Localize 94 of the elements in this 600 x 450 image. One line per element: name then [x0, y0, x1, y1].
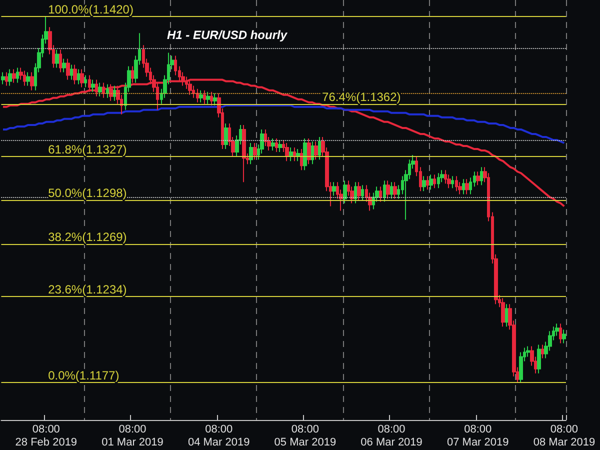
- candlestick: [26, 72, 30, 86]
- candlestick: [447, 174, 451, 189]
- candlestick: [311, 141, 314, 165]
- candlestick: [357, 182, 361, 201]
- candlestick: [249, 142, 253, 165]
- candlestick: [559, 323, 562, 344]
- ref-line-label: 100.0%(1.1420): [48, 2, 134, 17]
- candlestick: [80, 68, 84, 88]
- candlestick: [332, 182, 336, 196]
- candlestick: [537, 344, 541, 374]
- ref-line-label: 38.2%(1.1269): [48, 230, 127, 244]
- candlestick: [343, 180, 347, 204]
- candlestick: [519, 352, 523, 383]
- candlestick: [393, 182, 397, 200]
- candlestick: [555, 323, 559, 336]
- candlestick: [70, 64, 73, 80]
- candlestick: [476, 171, 480, 186]
- candlestick: [386, 180, 390, 200]
- candlestick: [285, 142, 289, 162]
- x-tick-label: 08:00 05 Mar 2019: [274, 424, 336, 448]
- candlestick: [203, 90, 206, 104]
- ref-line-label: 0.0%(1.1177): [48, 368, 120, 382]
- candlestick: [199, 90, 203, 103]
- candlestick: [12, 68, 16, 84]
- candlestick: [102, 82, 105, 98]
- candlestick: [433, 174, 436, 189]
- candlestick: [91, 79, 95, 92]
- candlestick: [77, 68, 80, 85]
- candlestick: [242, 124, 246, 183]
- candlestick: [8, 68, 12, 86]
- ref-line-label: 23.6%(1.1234): [48, 282, 127, 297]
- candlestick: [30, 72, 34, 91]
- ref-line-label: 76.4%(1.1362): [322, 90, 401, 104]
- candlestick: [429, 174, 433, 190]
- candlestick: [480, 166, 483, 186]
- candlestick: [526, 346, 530, 358]
- candlestick: [5, 72, 8, 86]
- candlestick: [16, 67, 19, 84]
- x-tick-label: 08:00 04 Mar 2019: [188, 424, 250, 448]
- text: H1 - EUR/USD hourly: [167, 28, 288, 42]
- candlestick: [106, 84, 109, 98]
- candlestick: [390, 182, 393, 200]
- candlestick: [213, 92, 217, 106]
- ref-line-label: 61.8%(1.1327): [48, 142, 127, 157]
- candlestick: [379, 186, 382, 202]
- candlestick: [444, 170, 447, 184]
- candlestick: [562, 329, 566, 344]
- candlestick: [465, 178, 469, 195]
- x-tick-label: 08:00 28 Feb 2019: [15, 424, 78, 448]
- candlestick: [505, 304, 508, 328]
- candlestick: [253, 142, 257, 160]
- candlestick: [303, 138, 307, 171]
- candlestick: [501, 298, 505, 328]
- x-tick-label: 08:00 06 Mar 2019: [360, 424, 422, 448]
- candlestick: [451, 176, 454, 189]
- candlestick: [462, 178, 465, 195]
- candlestick: [224, 122, 228, 150]
- candlestick: [1, 72, 5, 85]
- candlestick: [354, 182, 357, 204]
- candlestick: [296, 148, 300, 162]
- candlestick: [422, 176, 426, 192]
- candlestick: [113, 85, 116, 102]
- candlestick: [300, 148, 303, 171]
- candlestick: [66, 58, 70, 80]
- candlestick: [455, 176, 458, 192]
- candlestick: [84, 74, 87, 88]
- candlestick: [62, 58, 66, 73]
- candlestick: [314, 141, 318, 160]
- x-tick-label: 08:00 07 Mar 2019: [446, 424, 509, 448]
- candlestick: [73, 64, 77, 85]
- candlestick: [383, 180, 386, 202]
- candlestick: [426, 176, 429, 190]
- x-tick-label: 08:00 08 Mar 2019: [533, 424, 596, 448]
- candlestick: [23, 70, 26, 86]
- candlestick: [98, 82, 102, 97]
- candlestick: [109, 84, 113, 102]
- candlestick: [55, 49, 59, 68]
- candlestick: [206, 91, 210, 104]
- candlestick: [59, 49, 62, 73]
- candlestick: [278, 140, 282, 153]
- ref-line-label: 50.0%(1.1298): [48, 186, 127, 200]
- x-tick-label: 08:00 01 Mar 2019: [102, 424, 164, 448]
- candlestick: [307, 138, 311, 165]
- candlestick: [289, 147, 293, 162]
- candlestick: [293, 147, 296, 162]
- candlestick: [271, 138, 275, 152]
- candlestick: [275, 138, 278, 153]
- candlestick: [541, 344, 544, 359]
- candlestick: [437, 172, 440, 189]
- candlestick: [210, 91, 213, 106]
- candlestick: [318, 136, 321, 160]
- candlestick: [361, 184, 364, 201]
- candlestick: [264, 128, 267, 147]
- candlestick: [196, 88, 199, 103]
